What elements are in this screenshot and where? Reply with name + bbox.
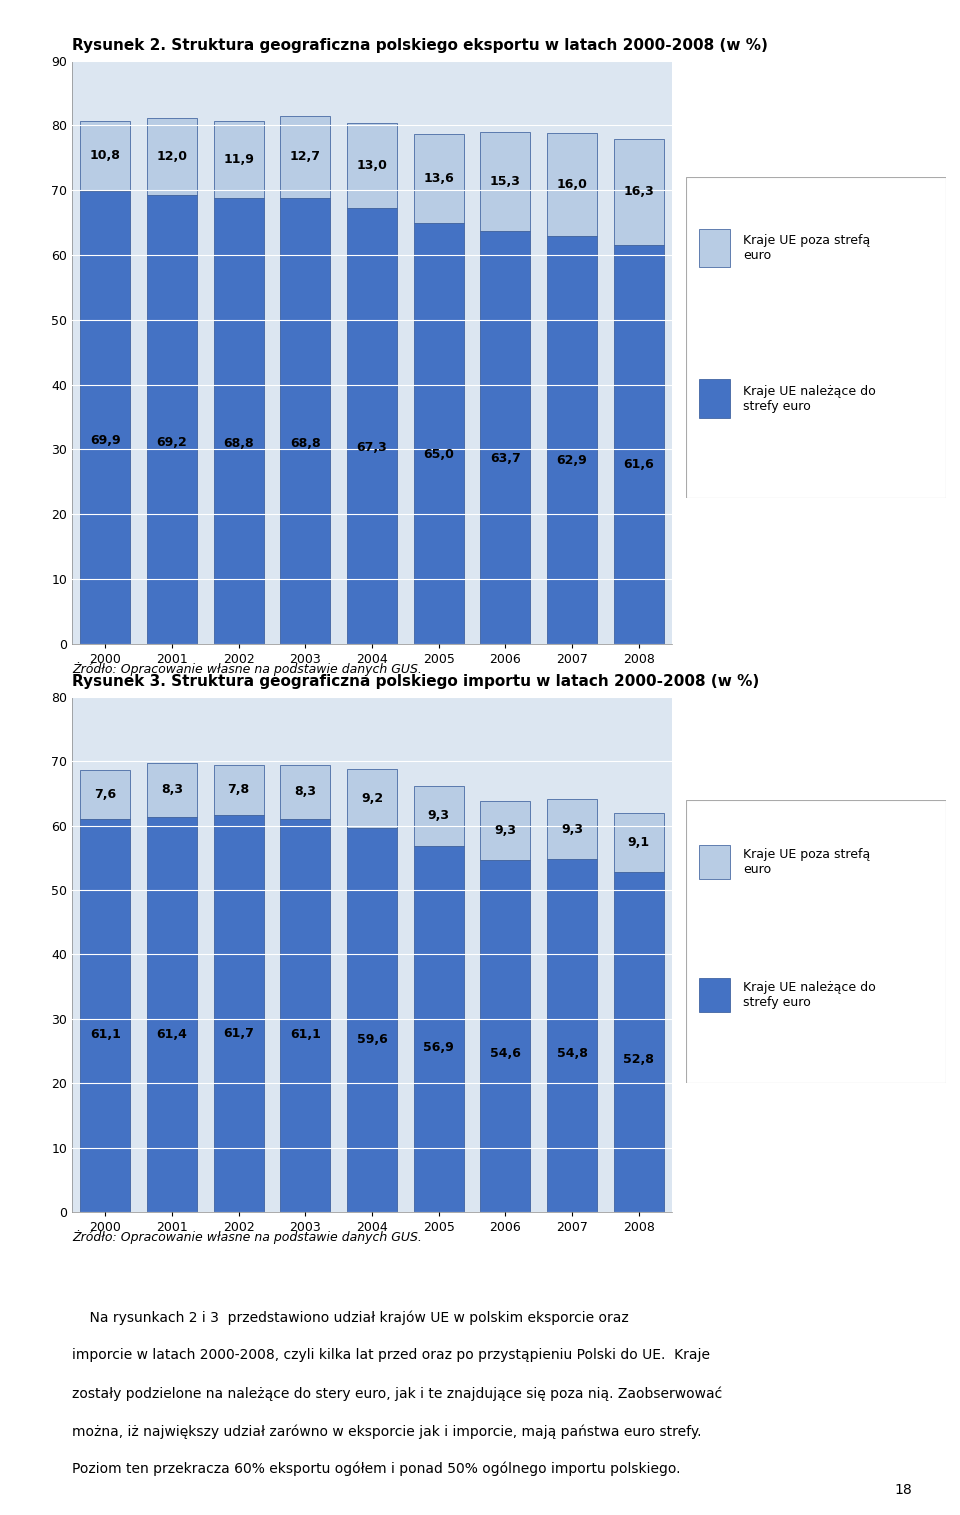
Text: Na rysunkach 2 i 3  przedstawiono udział krajów UE w polskim eksporcie oraz: Na rysunkach 2 i 3 przedstawiono udział …	[72, 1310, 629, 1326]
Bar	[547, 132, 597, 236]
Text: 9,1: 9,1	[628, 836, 650, 850]
Bar	[699, 229, 731, 267]
Bar	[347, 770, 397, 829]
Bar	[147, 118, 197, 195]
Bar	[147, 764, 197, 817]
Text: 68,8: 68,8	[224, 436, 254, 450]
Bar	[147, 195, 197, 644]
Bar	[214, 765, 264, 815]
Text: Kraje UE poza strefą
euro: Kraje UE poza strefą euro	[743, 233, 871, 262]
Bar	[613, 139, 663, 244]
Text: 15,3: 15,3	[490, 174, 520, 188]
Text: 61,7: 61,7	[224, 1027, 254, 1039]
Text: 61,6: 61,6	[623, 458, 654, 471]
Text: 65,0: 65,0	[423, 448, 454, 461]
Text: 10,8: 10,8	[90, 150, 121, 162]
Text: 9,3: 9,3	[427, 809, 449, 823]
Bar	[699, 979, 731, 1012]
Bar	[347, 123, 397, 208]
Text: 8,3: 8,3	[161, 783, 183, 797]
Text: 13,0: 13,0	[356, 159, 388, 173]
Bar	[414, 786, 464, 845]
Text: 16,3: 16,3	[623, 185, 654, 198]
Bar	[480, 800, 530, 861]
Text: Rysunek 2. Struktura geograficzna polskiego eksportu w latach 2000-2008 (w %): Rysunek 2. Struktura geograficzna polski…	[72, 38, 768, 53]
Bar	[613, 244, 663, 644]
Text: 18: 18	[895, 1483, 912, 1497]
Text: 8,3: 8,3	[295, 785, 317, 798]
FancyBboxPatch shape	[686, 800, 946, 1083]
Bar	[214, 815, 264, 1212]
Bar	[81, 770, 131, 818]
Bar	[81, 818, 131, 1212]
Bar	[81, 191, 131, 644]
Text: 59,6: 59,6	[356, 1033, 388, 1045]
Text: 69,2: 69,2	[156, 435, 187, 448]
Bar	[347, 829, 397, 1212]
Bar	[480, 232, 530, 644]
Text: 9,3: 9,3	[494, 824, 516, 836]
Bar	[613, 873, 663, 1212]
Bar	[81, 121, 131, 191]
Text: Kraje UE należące do
strefy euro: Kraje UE należące do strefy euro	[743, 385, 876, 412]
Bar	[280, 765, 330, 818]
Text: można, iż największy udział zarówno w eksporcie jak i imporcie, mają państwa eur: można, iż największy udział zarówno w ek…	[72, 1424, 702, 1439]
Text: 9,2: 9,2	[361, 792, 383, 804]
Bar	[699, 379, 731, 418]
Text: 7,8: 7,8	[228, 783, 250, 795]
Text: 61,1: 61,1	[90, 1029, 121, 1041]
Text: zostały podzielone na należące do stery euro, jak i te znajdujące się poza nią. : zostały podzielone na należące do stery …	[72, 1386, 722, 1401]
Bar	[280, 818, 330, 1212]
Bar	[214, 198, 264, 644]
Text: 9,3: 9,3	[561, 823, 583, 836]
Text: Poziom ten przekracza 60% eksportu ogółem i ponad 50% ogólnego importu polskiego: Poziom ten przekracza 60% eksportu ogółe…	[72, 1462, 681, 1477]
Text: imporcie w latach 2000-2008, czyli kilka lat przed oraz po przystąpieniu Polski : imporcie w latach 2000-2008, czyli kilka…	[72, 1348, 710, 1362]
Bar	[347, 208, 397, 644]
Bar	[613, 814, 663, 873]
Text: 11,9: 11,9	[224, 153, 254, 167]
Bar	[480, 132, 530, 232]
Text: 68,8: 68,8	[290, 436, 321, 450]
Text: 62,9: 62,9	[557, 454, 588, 467]
Bar	[414, 135, 464, 223]
Text: 13,6: 13,6	[423, 173, 454, 185]
Bar	[280, 198, 330, 644]
Bar	[547, 859, 597, 1212]
Text: 54,8: 54,8	[557, 1047, 588, 1059]
Text: Żródło: Opracowanie własne na podstawie danych GUS.: Żródło: Opracowanie własne na podstawie …	[72, 1230, 421, 1244]
Text: 16,0: 16,0	[557, 177, 588, 191]
Bar	[147, 817, 197, 1212]
Text: Kraje UE poza strefą
euro: Kraje UE poza strefą euro	[743, 848, 871, 876]
Bar	[547, 236, 597, 644]
FancyBboxPatch shape	[686, 177, 946, 498]
Text: 54,6: 54,6	[490, 1047, 520, 1060]
Text: Żródło: Opracowanie własne na podstawie danych GUS.: Żródło: Opracowanie własne na podstawie …	[72, 662, 421, 676]
Text: 69,9: 69,9	[90, 433, 121, 447]
Text: 61,1: 61,1	[290, 1029, 321, 1041]
Bar	[414, 845, 464, 1212]
Bar	[214, 121, 264, 198]
Bar	[547, 800, 597, 859]
Bar	[699, 845, 731, 879]
Text: 12,0: 12,0	[156, 150, 187, 164]
Text: Kraje UE należące do
strefy euro: Kraje UE należące do strefy euro	[743, 982, 876, 1009]
Text: 63,7: 63,7	[490, 451, 520, 465]
Bar	[280, 115, 330, 198]
Bar	[414, 223, 464, 644]
Bar	[480, 861, 530, 1212]
Text: Rysunek 3. Struktura geograficzna polskiego importu w latach 2000-2008 (w %): Rysunek 3. Struktura geograficzna polski…	[72, 674, 759, 689]
Text: 7,6: 7,6	[94, 788, 116, 800]
Text: 52,8: 52,8	[623, 1053, 654, 1065]
Text: 67,3: 67,3	[356, 441, 388, 454]
Text: 12,7: 12,7	[290, 150, 321, 164]
Text: 56,9: 56,9	[423, 1041, 454, 1053]
Text: 61,4: 61,4	[156, 1027, 187, 1041]
